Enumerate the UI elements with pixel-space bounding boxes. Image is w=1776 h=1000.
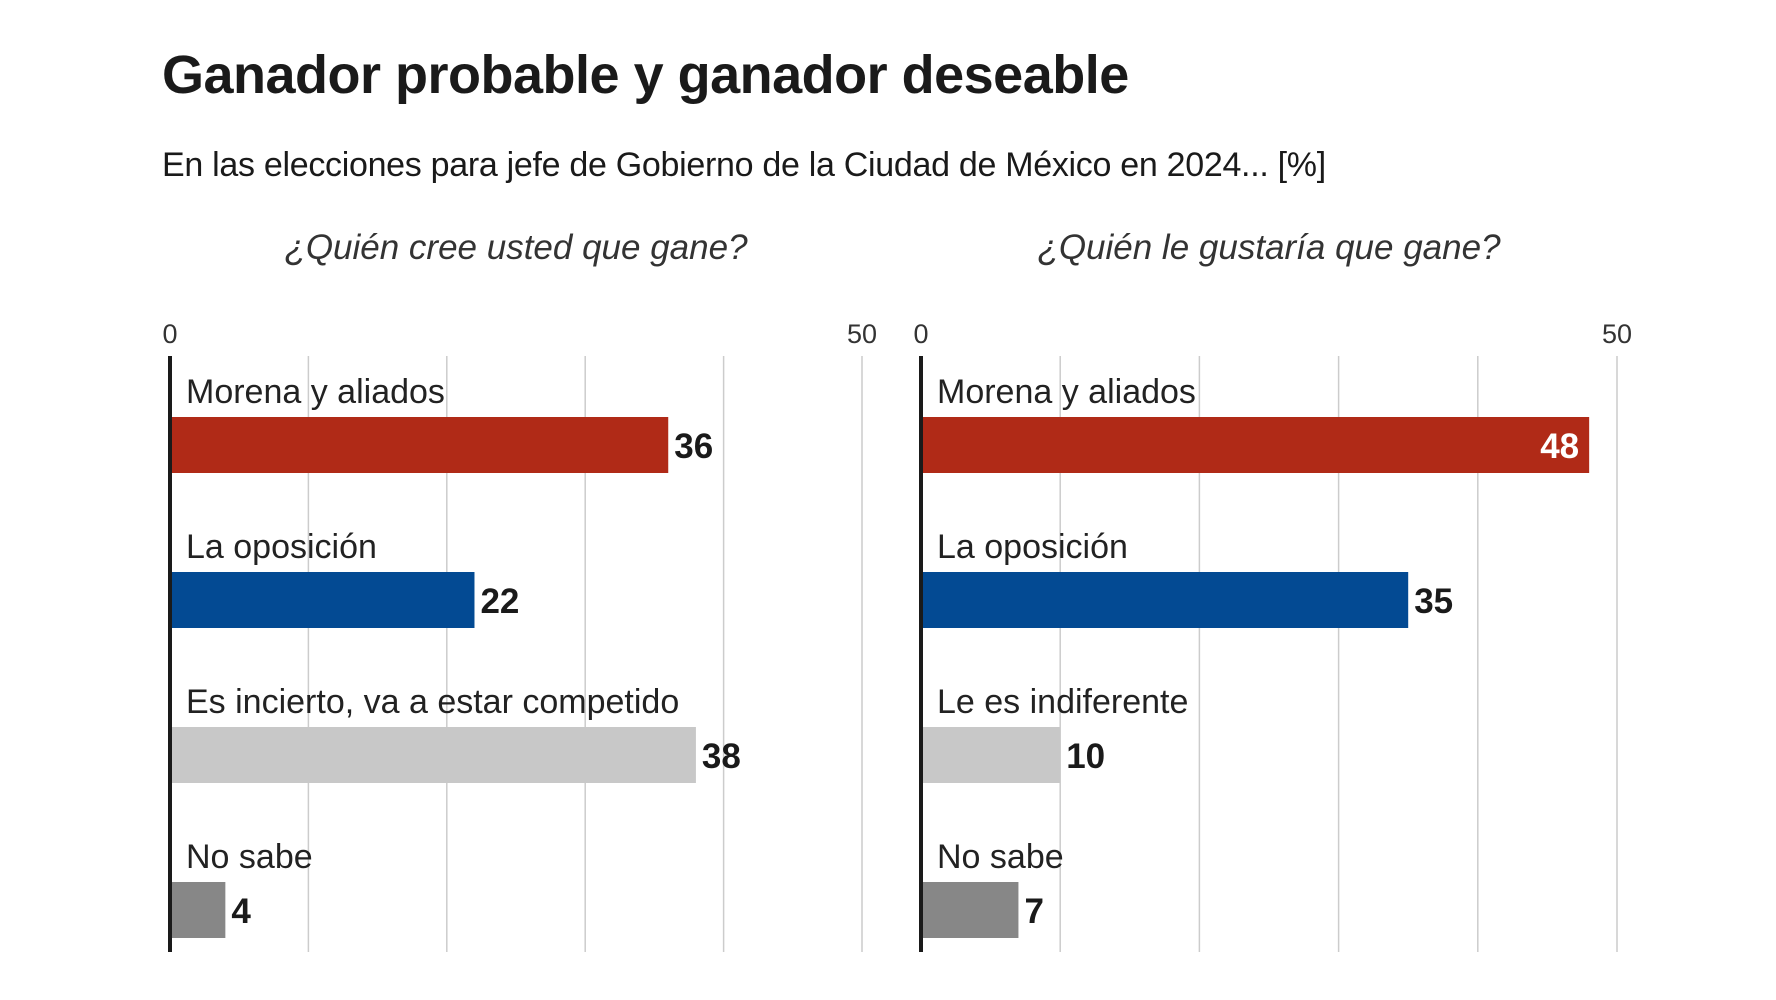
left-category-label: No sabe bbox=[186, 838, 313, 876]
left-bar bbox=[170, 727, 696, 783]
left-value-label: 38 bbox=[702, 737, 741, 776]
right-x-tick-label: 0 bbox=[913, 319, 928, 349]
right-value-label: 48 bbox=[1540, 427, 1579, 466]
right-category-label: La oposición bbox=[937, 528, 1128, 566]
right-value-label: 7 bbox=[1024, 892, 1043, 931]
left-value-label: 22 bbox=[480, 582, 519, 621]
right-bar bbox=[921, 417, 1590, 473]
right-value-label: 35 bbox=[1414, 582, 1453, 621]
right-bar bbox=[921, 882, 1019, 938]
right-value-label: 10 bbox=[1066, 737, 1105, 776]
right-bar bbox=[921, 727, 1061, 783]
chart-title: Ganador probable y ganador deseable bbox=[162, 45, 1129, 105]
left-bar bbox=[170, 882, 226, 938]
right-category-label: Morena y aliados bbox=[937, 373, 1196, 411]
right-x-tick-label: 50 bbox=[1602, 319, 1632, 349]
left-bar bbox=[170, 417, 669, 473]
left-value-label: 4 bbox=[231, 892, 251, 931]
left-panel-question: ¿Quién cree usted que gane? bbox=[284, 228, 748, 267]
right-category-label: Le es indiferente bbox=[937, 683, 1188, 721]
left-category-label: Es incierto, va a estar competido bbox=[186, 683, 679, 721]
left-category-label: Morena y aliados bbox=[186, 373, 445, 411]
left-x-tick-label: 50 bbox=[847, 319, 877, 349]
right-bar bbox=[921, 572, 1409, 628]
right-panel-question: ¿Quién le gustaría que gane? bbox=[1037, 228, 1501, 267]
left-value-label: 36 bbox=[674, 427, 713, 466]
right-category-label: No sabe bbox=[937, 838, 1064, 876]
left-category-label: La oposición bbox=[186, 528, 377, 566]
left-x-tick-label: 0 bbox=[162, 319, 177, 349]
chart-subtitle: En las elecciones para jefe de Gobierno … bbox=[162, 146, 1326, 184]
left-bar bbox=[170, 572, 475, 628]
